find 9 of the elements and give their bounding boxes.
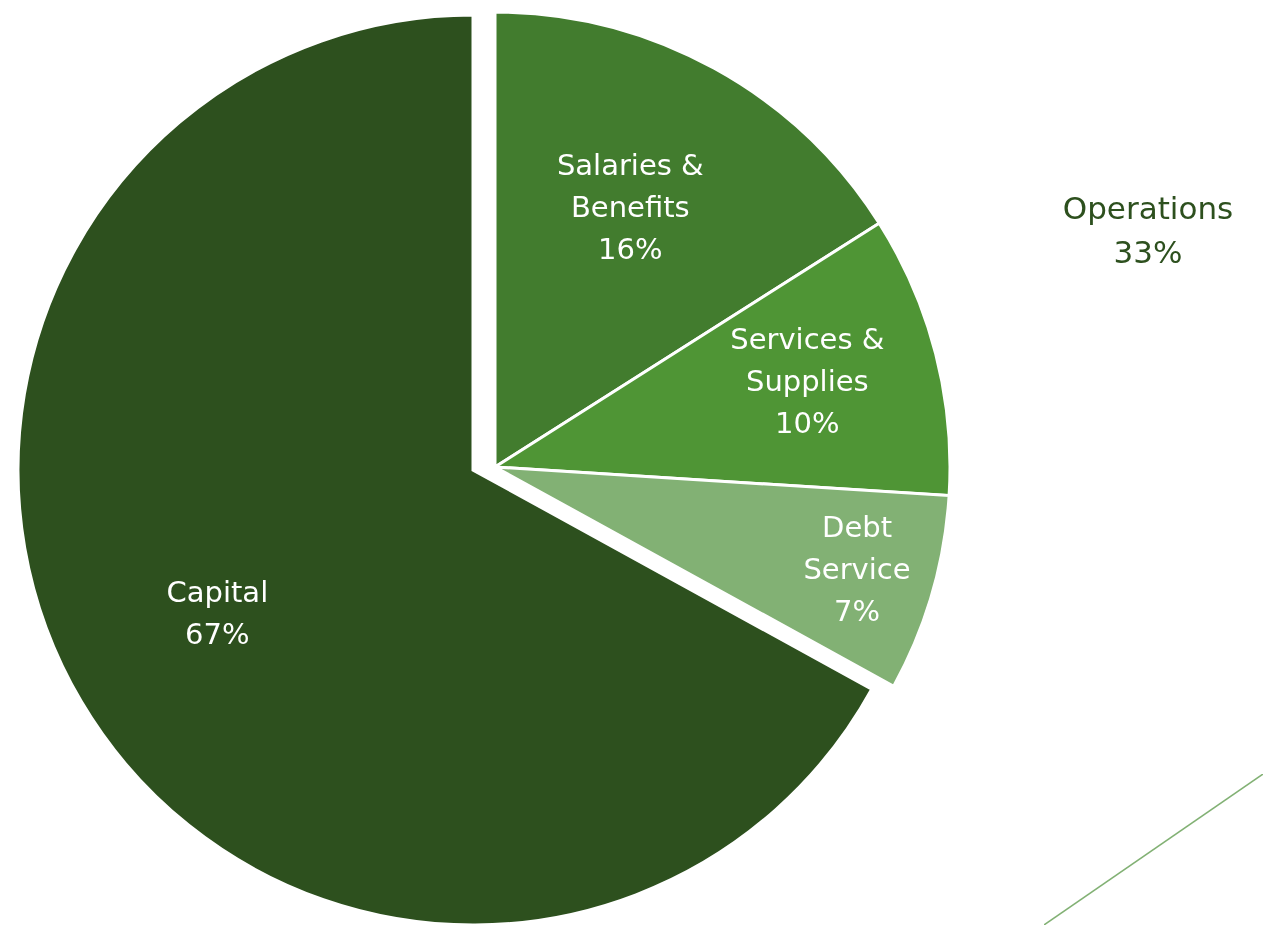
slice-label: Debt Service	[803, 509, 911, 586]
slice-label: Capital	[166, 575, 269, 610]
data-label: 7%	[834, 593, 881, 628]
slice-label: Salaries & Benefits	[556, 147, 704, 224]
data-label: 16%	[598, 231, 663, 266]
data-label: 10%	[775, 405, 840, 440]
slice-label: Services & Supplies	[730, 321, 885, 398]
data-label: 67%	[185, 617, 250, 652]
text: Operations 33%	[1061, 189, 1235, 272]
